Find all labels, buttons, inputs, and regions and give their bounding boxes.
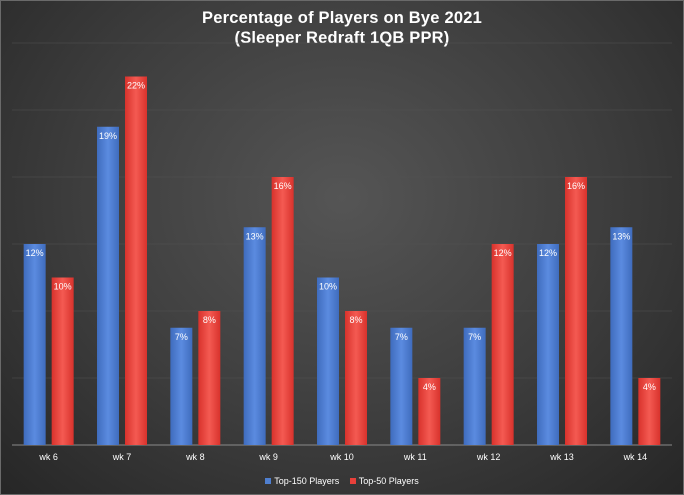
bar-top50-wk6 (51, 277, 74, 445)
data-label-top50-wk8: 8% (203, 315, 216, 325)
chart-title-line2: (Sleeper Redraft 1QB PPR) (234, 29, 450, 47)
data-label-top150-wk9: 13% (246, 231, 264, 241)
x-tick-label: wk 8 (185, 452, 205, 462)
data-label-top150-wk7: 19% (99, 131, 117, 141)
data-label-top50-wk11: 4% (423, 382, 436, 392)
x-tick-label: wk 13 (549, 452, 574, 462)
bar-top150-wk11 (390, 327, 413, 445)
legend-label-top150: Top-150 Players (274, 476, 340, 486)
bar-top50-wk10 (345, 311, 367, 445)
bar-top50-wk13 (565, 177, 587, 445)
x-tick-label: wk 14 (623, 452, 648, 462)
data-labels: 12% 10% 19% 22% 7% 8% 13% 16% 10% 8% 7% 4% 7% 12% 12% 1… (26, 81, 656, 393)
gridlines (12, 42, 672, 446)
x-tick-label: wk 7 (112, 452, 132, 462)
data-label-top50-wk14: 4% (643, 382, 656, 392)
legend-swatch-top150 (265, 478, 272, 484)
x-tick-labels: wk 6 wk 7 wk 8 wk 9 wk 10 wk 11 wk 12 wk 13 wk 1… (38, 452, 647, 462)
data-label-top150-wk13: 12% (539, 248, 557, 258)
data-label-top150-wk10: 10% (319, 282, 337, 292)
legend-label-top50: Top-50 Players (358, 476, 419, 486)
data-label-top50-wk9: 16% (274, 181, 292, 191)
bar-top150-wk6 (23, 244, 46, 445)
data-label-top50-wk10: 8% (349, 315, 362, 325)
bar-top150-wk12 (463, 327, 486, 445)
bar-top150-wk8 (170, 327, 193, 445)
data-label-top150-wk14: 13% (612, 231, 630, 241)
data-label-top150-wk12: 7% (468, 332, 481, 342)
data-label-top150-wk11: 7% (395, 332, 408, 342)
bar-top50-wk9 (271, 177, 294, 445)
chart-title: Percentage of Players on Bye 2021 (Sleep… (0, 8, 684, 48)
bar-top50-wk8 (198, 311, 221, 445)
data-label-top50-wk12: 12% (494, 248, 512, 258)
bar-top50-wk12 (491, 244, 514, 445)
x-tick-label: wk 12 (476, 452, 501, 462)
bars (23, 76, 661, 445)
x-tick-label: wk 10 (329, 452, 354, 462)
legend-item-top50: Top-50 Players (349, 476, 419, 486)
chart-title-line1: Percentage of Players on Bye 2021 (202, 9, 482, 27)
bar-top50-wk7 (125, 76, 147, 445)
bar-top150-wk7 (97, 126, 119, 445)
bar-top150-wk13 (537, 244, 559, 445)
data-label-top150-wk6: 12% (26, 248, 44, 258)
x-tick-label: wk 9 (258, 452, 278, 462)
data-label-top50-wk13: 16% (567, 181, 585, 191)
data-label-top50-wk7: 22% (127, 81, 145, 91)
legend: Top-150 Players Top-50 Players (0, 476, 684, 486)
bar-top150-wk10 (317, 277, 339, 445)
data-label-top50-wk6: 10% (54, 282, 72, 292)
bar-top150-wk9 (243, 227, 266, 445)
x-tick-label: wk 6 (38, 452, 58, 462)
x-tick-label: wk 11 (403, 452, 427, 462)
data-label-top150-wk8: 7% (175, 332, 188, 342)
bar-top50-wk14 (638, 378, 661, 445)
bar-top50-wk11 (418, 378, 441, 445)
legend-swatch-top50 (349, 478, 356, 484)
legend-item-top150: Top-150 Players (265, 476, 339, 486)
bar-top150-wk14 (610, 227, 633, 445)
